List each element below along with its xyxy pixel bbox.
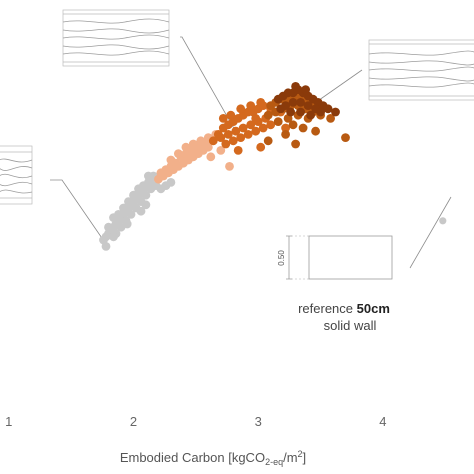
scatter-point — [119, 203, 128, 213]
x-axis-label: Embodied Carbon [kgCO2-eq/m2] — [120, 449, 306, 467]
scatter-point — [228, 136, 238, 146]
reference-wall-diagram: 0.50 — [277, 235, 393, 280]
scatter-point — [174, 149, 183, 159]
scatter-point — [291, 82, 300, 91]
scatter-point — [258, 123, 268, 133]
scatter-point — [126, 210, 136, 219]
scatter-point — [231, 126, 241, 136]
scatter-point — [203, 142, 213, 152]
leader-line-reference — [409, 196, 452, 269]
scatter-point — [136, 206, 146, 216]
scatter-point — [206, 152, 216, 162]
scatter-point — [288, 98, 298, 107]
scatter-point — [323, 104, 333, 114]
scatter-point — [233, 146, 243, 155]
scatter-point — [251, 126, 261, 136]
reference-point — [439, 217, 447, 225]
scatter-point — [196, 136, 206, 146]
scatter-point — [144, 171, 153, 181]
scatter-point — [208, 136, 218, 146]
scatter-point — [326, 114, 335, 123]
leader-lines — [50, 36, 452, 269]
scatter-point — [223, 130, 233, 139]
scatter-point — [331, 107, 340, 117]
scatter-point — [273, 117, 283, 126]
scatter-point — [306, 110, 315, 120]
scatter-point — [236, 104, 246, 114]
reference-wall-rect — [308, 235, 393, 280]
scatter-point — [122, 219, 132, 229]
scatter-point — [225, 162, 234, 171]
wall-thumbnail-right — [368, 39, 474, 101]
x-axis-ticks: 1 2 3 4 — [5, 414, 386, 429]
scatter-point — [316, 107, 325, 117]
scatter-point — [166, 178, 176, 187]
scatter-point — [216, 146, 226, 155]
scatter-point — [188, 139, 198, 149]
scatter-point — [251, 114, 261, 123]
scatter-point — [218, 114, 228, 123]
reference-caption-line1: reference 50cm — [298, 301, 390, 316]
scatter-point — [311, 126, 320, 136]
scatter-point — [281, 130, 290, 139]
scatter-point — [104, 222, 113, 232]
scatter-point — [291, 139, 300, 149]
wall-thumbnail-top — [62, 9, 170, 67]
scatter-point — [129, 190, 138, 200]
x-tick-label: 3 — [255, 414, 262, 429]
scatter-points — [99, 82, 447, 251]
leader-line-top — [180, 36, 237, 133]
scatter-point — [166, 155, 176, 165]
scatter-point — [303, 101, 313, 110]
x-tick-label: 1 — [5, 414, 12, 429]
scatter-point — [238, 123, 248, 133]
scatter-point — [181, 142, 191, 152]
scatter-point — [286, 107, 295, 117]
scatter-point — [298, 123, 308, 133]
scatter-point — [263, 110, 273, 120]
scatter-point — [243, 130, 253, 139]
scatter-point — [124, 197, 133, 207]
scatter-point — [139, 181, 148, 191]
scatter-point — [263, 136, 273, 146]
x-tick-label: 2 — [130, 414, 137, 429]
reference-thickness-label: 0.50 — [277, 250, 286, 266]
scatter-point — [281, 123, 290, 133]
scatter-point — [296, 107, 305, 117]
scatter-point — [256, 142, 266, 152]
scatter-point — [109, 232, 118, 242]
scatter-point — [266, 120, 276, 130]
leader-line-left — [50, 179, 107, 245]
scatter-point — [114, 210, 123, 219]
scatter-point — [288, 120, 298, 130]
scatter-point — [226, 110, 236, 120]
scatter-point — [276, 104, 286, 114]
scatter-point — [221, 139, 231, 149]
scatter-point — [246, 120, 256, 130]
scatter-point — [236, 133, 246, 143]
wall-thumbnail-left — [0, 145, 33, 205]
reference-caption-line2: solid wall — [324, 318, 377, 333]
scatter-point — [216, 133, 226, 143]
scatter-point — [101, 242, 111, 251]
scatter-point — [141, 200, 151, 210]
scatter-point — [246, 101, 256, 110]
x-tick-label: 4 — [379, 414, 386, 429]
scatter-point — [141, 190, 151, 200]
scatter-point — [296, 98, 305, 107]
scatter-point — [256, 98, 266, 107]
scatter-point — [301, 85, 310, 94]
scatter-point — [341, 133, 350, 143]
